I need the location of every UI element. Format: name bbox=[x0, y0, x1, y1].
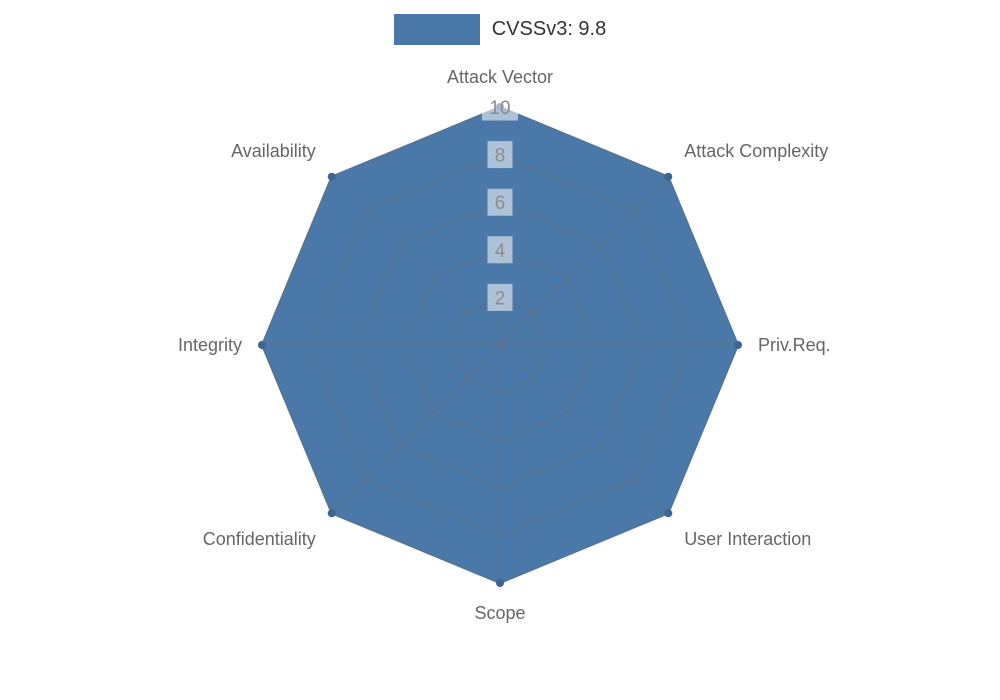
axis-label: Confidentiality bbox=[203, 529, 316, 549]
grid-spoke bbox=[331, 344, 501, 514]
series-vertex bbox=[496, 579, 504, 587]
series-vertex bbox=[258, 341, 266, 349]
axis-label: Attack Complexity bbox=[684, 141, 828, 161]
series-vertex bbox=[664, 172, 673, 181]
axis-label: Attack Vector bbox=[447, 67, 553, 87]
axis-label: User Interaction bbox=[684, 529, 811, 549]
series-vertex bbox=[664, 509, 673, 518]
tick-box bbox=[487, 283, 513, 311]
series-vertex bbox=[327, 172, 336, 181]
tick-box bbox=[487, 188, 513, 216]
tick-box bbox=[482, 93, 518, 121]
grid-spoke bbox=[499, 344, 669, 514]
axis-label: Integrity bbox=[178, 335, 242, 355]
axis-label: Priv.Req. bbox=[758, 335, 831, 355]
tick-label: 2 bbox=[495, 288, 506, 309]
series-vertex bbox=[734, 341, 742, 349]
tick-label: 6 bbox=[495, 193, 506, 214]
series-vertex bbox=[327, 509, 336, 518]
grid-spoke bbox=[331, 176, 501, 346]
tick-box bbox=[487, 141, 513, 169]
tick-label: 8 bbox=[495, 146, 506, 167]
tick-label: 4 bbox=[495, 241, 506, 262]
tick-label: 10 bbox=[489, 98, 510, 119]
grid-spoke bbox=[499, 176, 669, 346]
axis-label: Scope bbox=[474, 603, 525, 623]
tick-box bbox=[487, 236, 513, 264]
axis-label: Availability bbox=[231, 141, 316, 161]
